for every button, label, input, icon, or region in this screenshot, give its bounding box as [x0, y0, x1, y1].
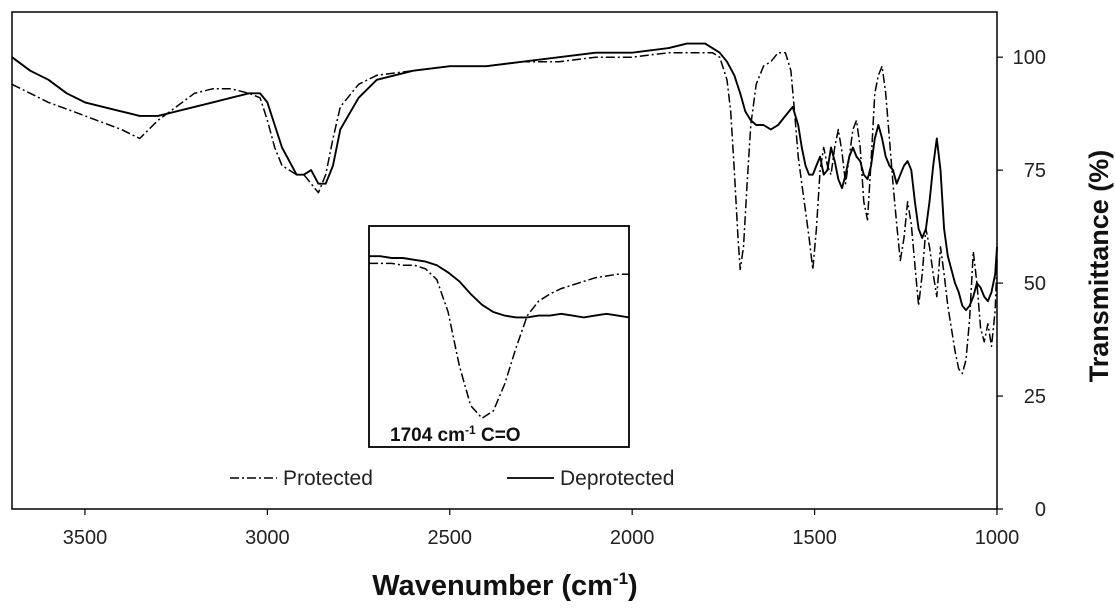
legend: Protected Deprotected — [230, 467, 674, 490]
x-axis-title-main: Wavenumber (cm — [372, 570, 613, 602]
series-line-deprotected — [11, 42, 998, 312]
x-tick-label: 3000 — [245, 527, 290, 549]
inset-frame — [368, 225, 630, 448]
inset-annotation-tail: C=O — [476, 425, 521, 446]
legend-label-deprotected: Deprotected — [560, 467, 674, 490]
y-tick-label: 100 — [1013, 47, 1046, 69]
inset-annotation-sup: -1 — [465, 423, 476, 437]
inset-annotation-main: 1704 cm — [390, 425, 465, 446]
y-axis: 0 25 50 75 100 — [997, 47, 1046, 521]
x-tick-label: 1500 — [792, 527, 837, 549]
y-tick-label: 0 — [1035, 499, 1046, 521]
series-layer — [11, 42, 998, 375]
x-axis-title-close: ) — [628, 570, 638, 602]
y-tick-label: 25 — [1024, 386, 1046, 408]
inset-line-deprotected — [369, 255, 630, 319]
x-tick-label: 1000 — [975, 527, 1020, 549]
x-axis-title-sup: -1 — [613, 569, 628, 588]
x-tick-label: 2000 — [610, 527, 655, 549]
legend-label-protected: Protected — [283, 467, 373, 490]
y-tick-label: 75 — [1024, 160, 1046, 182]
x-axis-title: Wavenumber (cm-1) — [372, 569, 637, 602]
inset-layer — [369, 255, 630, 420]
x-tick-label: 3500 — [63, 527, 108, 549]
x-tick-label: 2500 — [428, 527, 473, 549]
inset-annotation: 1704 cm-1 C=O — [390, 423, 521, 446]
x-axis: 3500 3000 2500 2000 1500 1000 — [63, 509, 1020, 549]
y-tick-label: 50 — [1024, 273, 1046, 295]
y-axis-title: Transmittance (%) — [1084, 150, 1114, 383]
inset: 1704 cm-1 C=O — [368, 225, 630, 448]
